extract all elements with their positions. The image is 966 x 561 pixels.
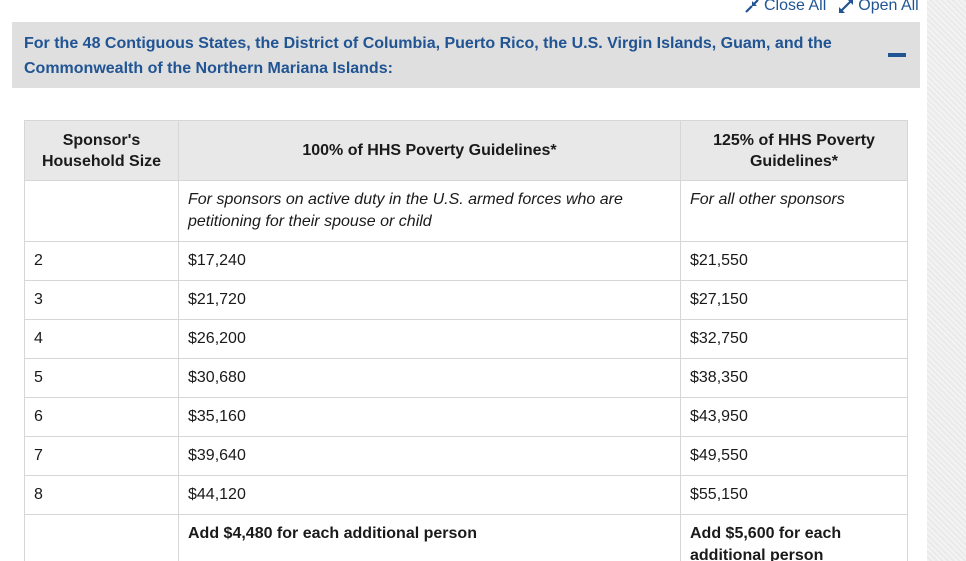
household-size-cell: 2	[24, 241, 179, 281]
header-125-percent: 125% of HHS Poverty Guidelines*	[680, 120, 908, 181]
household-size-cell: 4	[24, 319, 179, 359]
expand-arrows-icon	[838, 0, 854, 14]
table-row: 5 $30,680 $38,350	[24, 358, 908, 398]
table-row: 6 $35,160 $43,950	[24, 397, 908, 437]
accordion-toolbar: Close All Open All	[744, 0, 919, 16]
amount-100-cell: $30,680	[178, 358, 681, 398]
table-row: 4 $26,200 $32,750	[24, 319, 908, 359]
household-size-cell: 3	[24, 280, 179, 320]
open-all-button[interactable]: Open All	[838, 0, 919, 15]
table-additional-row: Add $4,480 for each additional person Ad…	[24, 514, 908, 561]
poverty-guidelines-table: Sponsor's Household Size 100% of HHS Pov…	[24, 120, 908, 561]
amount-100-cell: $26,200	[178, 319, 681, 359]
amount-100-cell: $21,720	[178, 280, 681, 320]
additional-cell	[24, 514, 179, 561]
additional-100-cell: Add $4,480 for each additional person	[178, 514, 681, 561]
compress-arrows-icon	[744, 0, 760, 14]
amount-125-cell: $55,150	[680, 475, 908, 515]
close-all-button[interactable]: Close All	[744, 0, 826, 15]
header-household-size: Sponsor's Household Size	[24, 120, 179, 181]
amount-125-cell: $32,750	[680, 319, 908, 359]
accordion-header[interactable]: For the 48 Contiguous States, the Distri…	[12, 22, 920, 88]
amount-125-cell: $21,550	[680, 241, 908, 281]
note-cell: For all other sponsors	[680, 180, 908, 242]
amount-125-cell: $43,950	[680, 397, 908, 437]
amount-125-cell: $49,550	[680, 436, 908, 476]
additional-125-cell: Add $5,600 for each additional person	[680, 514, 908, 561]
open-all-label: Open All	[858, 0, 919, 14]
header-100-percent: 100% of HHS Poverty Guidelines*	[178, 120, 681, 181]
close-all-label: Close All	[764, 0, 827, 14]
household-size-cell: 7	[24, 436, 179, 476]
amount-125-cell: $27,150	[680, 280, 908, 320]
table-row: 2 $17,240 $21,550	[24, 241, 908, 281]
amount-100-cell: $35,160	[178, 397, 681, 437]
amount-125-cell: $38,350	[680, 358, 908, 398]
table-header-row: Sponsor's Household Size 100% of HHS Pov…	[24, 120, 908, 181]
amount-100-cell: $44,120	[178, 475, 681, 515]
minus-icon[interactable]	[888, 53, 906, 57]
amount-100-cell: $17,240	[178, 241, 681, 281]
household-size-cell: 6	[24, 397, 179, 437]
note-cell	[24, 180, 179, 242]
amount-100-cell: $39,640	[178, 436, 681, 476]
household-size-cell: 5	[24, 358, 179, 398]
table-row: 3 $21,720 $27,150	[24, 280, 908, 320]
table-row: 7 $39,640 $49,550	[24, 436, 908, 476]
household-size-cell: 8	[24, 475, 179, 515]
scrollbar-gutter	[927, 0, 966, 561]
accordion-heading: For the 48 Contiguous States, the Distri…	[24, 35, 832, 77]
note-cell: For sponsors on active duty in the U.S. …	[178, 180, 681, 242]
table-row: 8 $44,120 $55,150	[24, 475, 908, 515]
table-note-row: For sponsors on active duty in the U.S. …	[24, 180, 908, 242]
